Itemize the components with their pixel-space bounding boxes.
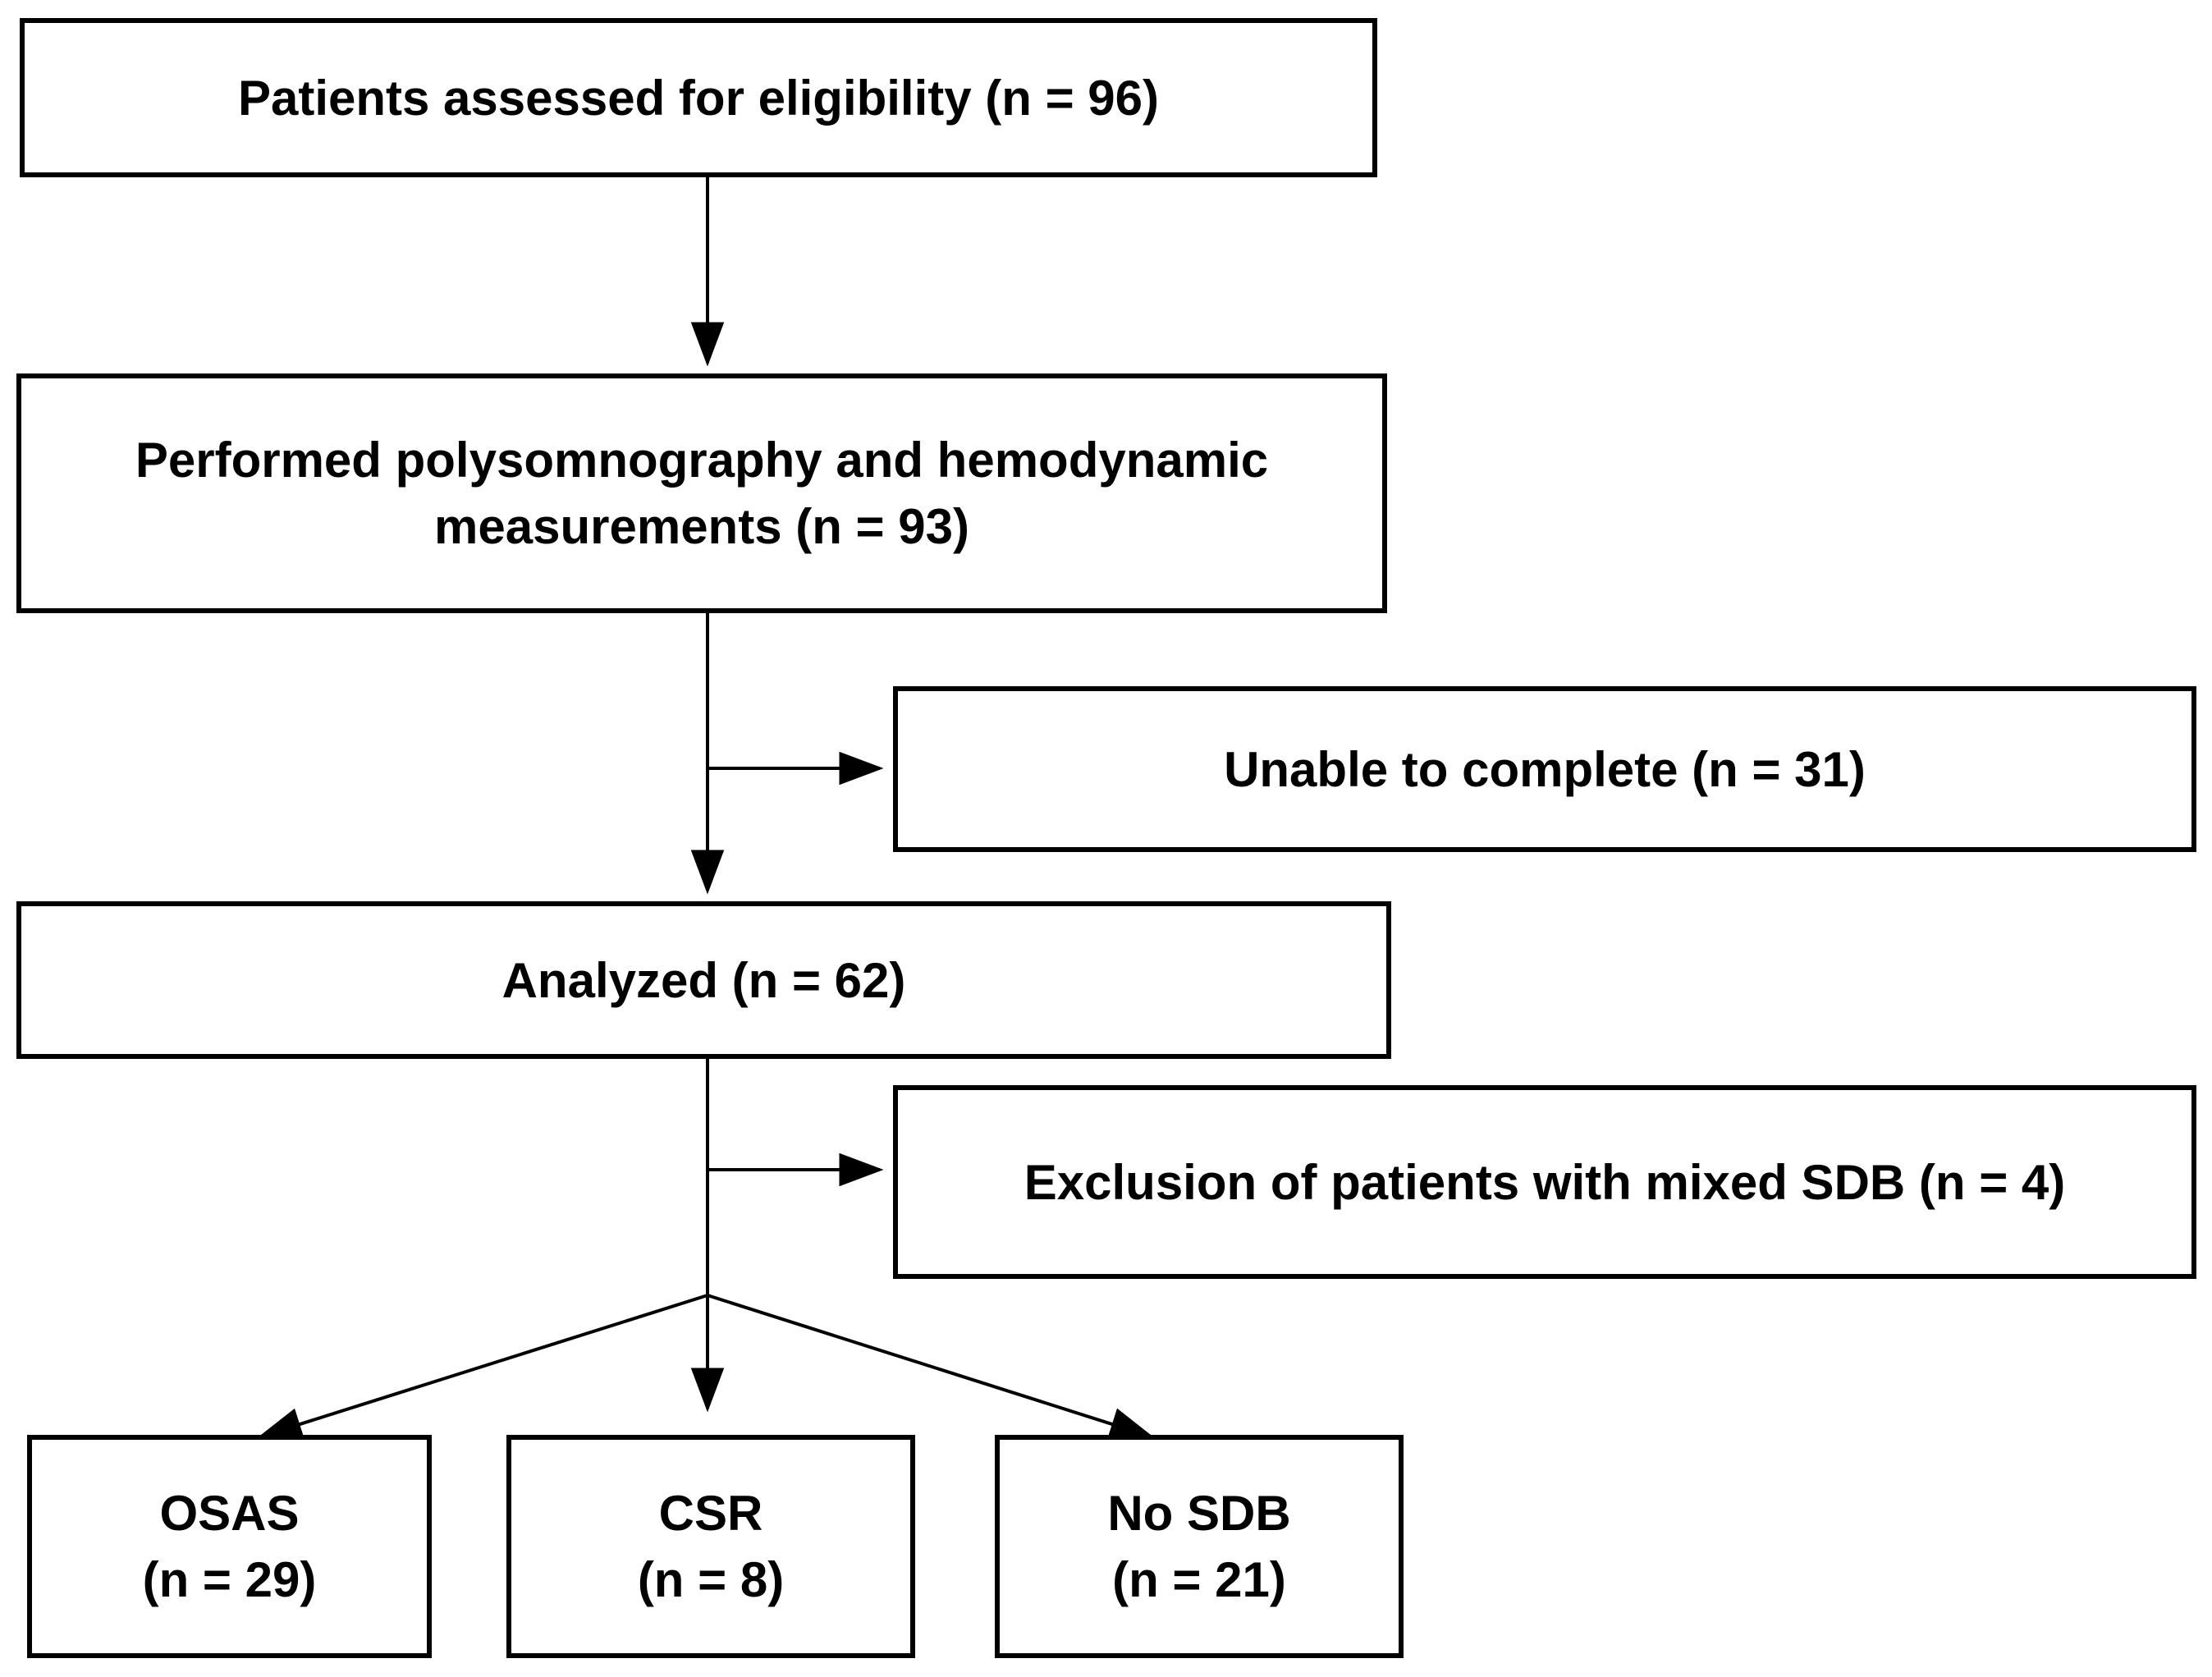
node-csr-name: CSR xyxy=(658,1486,763,1541)
node-osas-count: (n = 29) xyxy=(142,1552,317,1607)
node-no-sdb-label: No SDB (n = 21) xyxy=(1000,1480,1399,1613)
node-csr-count: (n = 8) xyxy=(637,1552,785,1607)
node-psg-hemodynamic-label: Performed polysomnography and hemodynami… xyxy=(135,433,1269,554)
node-eligibility: Patients assessed for eligibility (n = 9… xyxy=(20,18,1377,177)
node-no-sdb-name: No SDB xyxy=(1107,1486,1291,1541)
node-eligibility-label: Patients assessed for eligibility (n = 9… xyxy=(237,70,1160,126)
node-analyzed-label: Analyzed (n = 62) xyxy=(501,952,906,1008)
arrow-to-nosdb xyxy=(707,1294,1155,1441)
arrow-to-osas xyxy=(257,1294,708,1441)
node-csr-label: CSR (n = 8) xyxy=(511,1480,910,1613)
node-exclusion-mixed-sdb-label: Exclusion of patients with mixed SDB (n … xyxy=(1024,1154,2066,1210)
node-no-sdb-count: (n = 21) xyxy=(1112,1552,1286,1607)
node-osas-name: OSAS xyxy=(159,1486,300,1541)
node-csr: CSR (n = 8) xyxy=(506,1435,915,1658)
node-analyzed: Analyzed (n = 62) xyxy=(16,901,1391,1059)
node-no-sdb: No SDB (n = 21) xyxy=(995,1435,1404,1658)
node-unable-to-complete: Unable to complete (n = 31) xyxy=(893,686,2196,852)
node-unable-to-complete-label: Unable to complete (n = 31) xyxy=(1224,741,1866,797)
node-osas-label: OSAS (n = 29) xyxy=(32,1480,427,1613)
node-osas: OSAS (n = 29) xyxy=(27,1435,432,1658)
node-psg-hemodynamic: Performed polysomnography and hemodynami… xyxy=(16,373,1387,613)
node-exclusion-mixed-sdb: Exclusion of patients with mixed SDB (n … xyxy=(893,1085,2196,1279)
